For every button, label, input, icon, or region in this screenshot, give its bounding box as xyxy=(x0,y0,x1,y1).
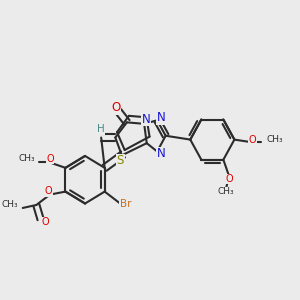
Text: H: H xyxy=(97,124,104,134)
Text: O: O xyxy=(46,154,54,164)
Text: N: N xyxy=(142,112,151,126)
Text: N: N xyxy=(157,111,166,124)
Text: N: N xyxy=(157,147,166,161)
Text: S: S xyxy=(117,154,124,167)
Text: Br: Br xyxy=(119,199,131,209)
Text: CH₃: CH₃ xyxy=(19,154,35,164)
Text: CH₃: CH₃ xyxy=(2,200,19,209)
Text: O: O xyxy=(111,101,120,114)
Text: CH₃: CH₃ xyxy=(218,187,235,196)
Text: O: O xyxy=(249,135,256,145)
Text: O: O xyxy=(45,186,52,196)
Text: O: O xyxy=(42,217,50,227)
Text: O: O xyxy=(225,174,233,184)
Text: CH₃: CH₃ xyxy=(266,135,283,144)
